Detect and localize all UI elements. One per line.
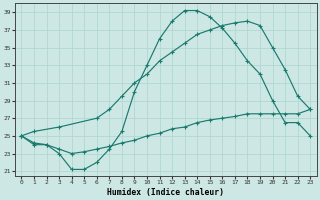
- X-axis label: Humidex (Indice chaleur): Humidex (Indice chaleur): [107, 188, 224, 197]
